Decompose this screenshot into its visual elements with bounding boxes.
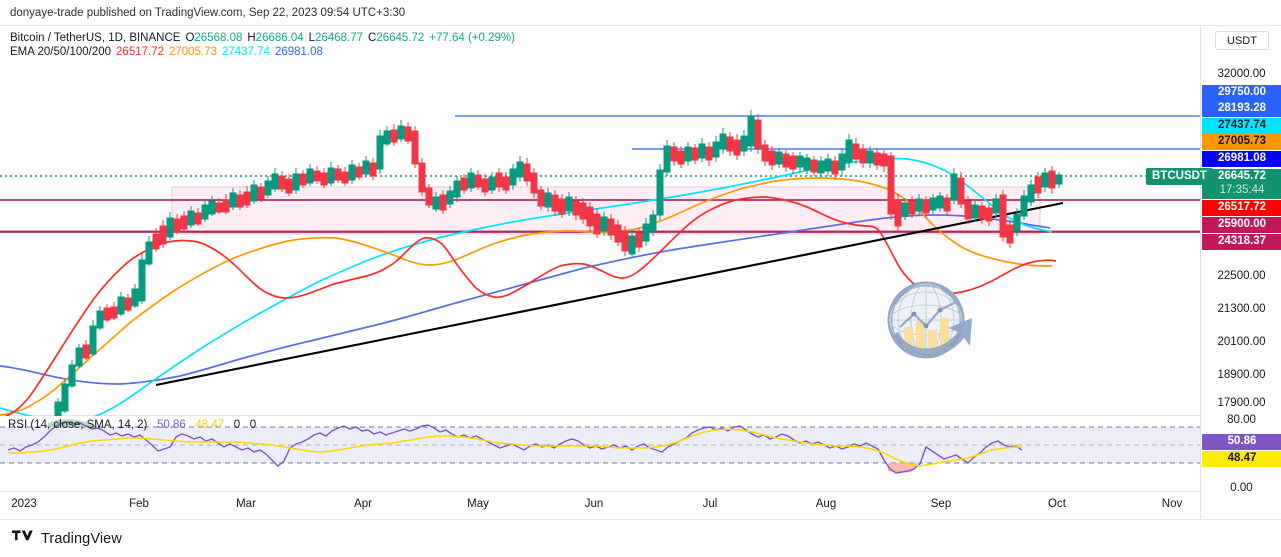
legend-close-key: C [368, 32, 377, 44]
rsi-indicator-pane[interactable] [0, 417, 1200, 492]
legend-symbol[interactable]: Bitcoin / TetherUS, 1D, BINANCE [10, 32, 181, 44]
time-axis-tick: Jul [702, 498, 718, 510]
legend-low-key: L [308, 32, 316, 44]
time-axis-tick: Nov [1161, 498, 1183, 510]
ema20-line [5, 196, 1057, 416]
price-axis-tick: 18900.00 [1217, 369, 1266, 381]
rsi-legend-title[interactable]: RSI (14, close, SMA, 14, 2) [8, 419, 148, 431]
price-axis-tick: 80.00 [1227, 414, 1256, 426]
time-axis-tick: Aug [815, 498, 837, 510]
price-axis-badge: 25900.00 [1202, 217, 1281, 233]
rsi-legend-sma-value: 48.47 [195, 419, 225, 431]
time-axis-tick: Mar [236, 498, 256, 510]
candlestick-series [54, 110, 1063, 416]
rsi-sma-line [8, 428, 1022, 467]
rsi-legend-value: 50.86 [156, 419, 186, 431]
legend-ema-label[interactable]: EMA 20/50/100/200 [10, 46, 112, 58]
legend-high-key: H [247, 32, 256, 44]
price-axis-badge: 24318.37 [1202, 234, 1281, 250]
price-axis-tick: 21300.00 [1217, 303, 1266, 315]
price-axis-badge: 29750.00 [1202, 85, 1281, 101]
time-axis-tick: Jun [584, 498, 604, 510]
time-axis-tick: Apr [354, 498, 372, 510]
price-axis-badge: 26517.72 [1202, 200, 1281, 216]
tradingview-logo-icon [12, 529, 34, 548]
published-bar: donyaye-trade published on TradingView.c… [0, 0, 1281, 26]
legend-ema20-value: 26517.72 [116, 46, 164, 58]
price-axis[interactable]: USDT 32000.00 22500.00 21300.00 20100.00 189… [1200, 26, 1281, 531]
legend-ema100-value: 27437.74 [221, 46, 270, 58]
tradingview-brand-name: TradingView [41, 530, 122, 547]
price-axis-badge: 48.47 [1202, 451, 1281, 467]
legend-ema-row: EMA 20/50/100/200 26517.72 27005.73 2743… [10, 45, 515, 59]
time-axis-tick: 2023 [11, 498, 37, 510]
rsi-level-lines [0, 426, 1200, 464]
legend-low-value: 26468.77 [315, 32, 364, 44]
legend-ema200-value: 26981.08 [274, 46, 323, 58]
rsi-overbought-fill [48, 419, 100, 427]
price-chart-pane[interactable] [0, 68, 1200, 416]
time-axis-tick: May [467, 498, 489, 510]
price-axis-badge: 27437.74 [1202, 118, 1281, 134]
rsi-legend: RSI (14, close, SMA, 14, 2) 50.86 48.47 … [8, 419, 256, 431]
price-axis-badge: 27005.73 [1202, 134, 1281, 150]
legend-high-value: 26686.04 [255, 32, 304, 44]
rsi-line [7, 421, 1023, 474]
time-axis[interactable]: 2023 Feb Mar Apr May Jun Jul Aug Sep Oct Nov [0, 492, 1200, 519]
time-axis-tick: Oct [1048, 498, 1066, 510]
price-axis-tick: 22500.00 [1217, 270, 1266, 282]
price-axis-badge: 26645.72 17:35:44 [1202, 169, 1281, 199]
currency-chip[interactable]: USDT [1215, 31, 1269, 50]
price-axis-tick: 32000.00 [1217, 68, 1266, 80]
legend-ohlc-row: Bitcoin / TetherUS, 1D, BINANCE O 26568.0… [10, 31, 515, 45]
ascending-trendline [155, 201, 1064, 387]
price-axis-badge: 26981.08 [1202, 151, 1281, 167]
legend-ema50-value: 27005.73 [169, 46, 217, 58]
current-price-tag: BTCUSDT [1146, 168, 1213, 185]
price-axis-tick: 17900.00 [1217, 397, 1266, 409]
legend-open-key: O [185, 32, 195, 44]
price-axis-tick: 0.00 [1230, 482, 1253, 494]
time-axis-tick: Sep [930, 498, 952, 510]
legend-change: +77.64 (+0.29%) [429, 32, 515, 44]
time-axis-tick: Feb [129, 498, 149, 510]
price-axis-badge: 50.86 [1202, 434, 1281, 450]
price-axis-badge: 28193.28 [1202, 101, 1281, 117]
rsi-legend-value-4: 0 [249, 419, 257, 431]
legend-open-value: 26568.08 [194, 32, 243, 44]
chart-legend: Bitcoin / TetherUS, 1D, BINANCE O 26568.0… [10, 31, 515, 59]
rsi-legend-value-3: 0 [233, 419, 241, 431]
legend-close-value: 26645.72 [376, 32, 425, 44]
price-axis-tick: 20100.00 [1217, 336, 1266, 348]
publisher-watermark-logo [878, 272, 978, 372]
ema200-line [0, 214, 1051, 385]
footer-bar: TradingView [0, 519, 1281, 557]
